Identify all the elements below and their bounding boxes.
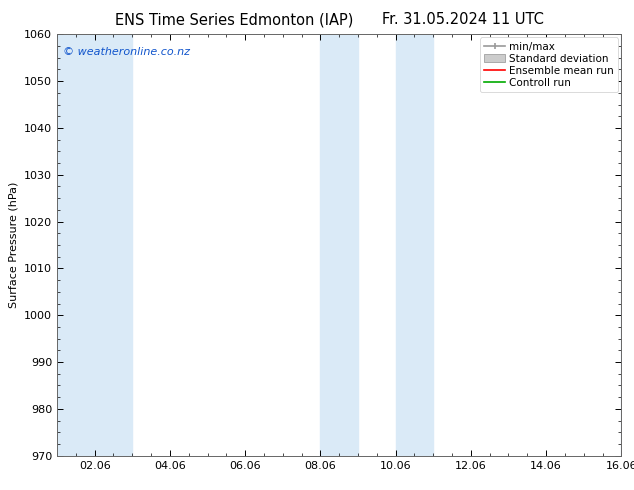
Text: ENS Time Series Edmonton (IAP): ENS Time Series Edmonton (IAP): [115, 12, 354, 27]
Text: © weatheronline.co.nz: © weatheronline.co.nz: [63, 47, 190, 57]
Bar: [396, 34, 433, 456]
Bar: [57, 34, 133, 456]
Bar: [320, 34, 358, 456]
Y-axis label: Surface Pressure (hPa): Surface Pressure (hPa): [8, 182, 18, 308]
Text: Fr. 31.05.2024 11 UTC: Fr. 31.05.2024 11 UTC: [382, 12, 544, 27]
Bar: [621, 34, 634, 456]
Legend: min/max, Standard deviation, Ensemble mean run, Controll run: min/max, Standard deviation, Ensemble me…: [480, 37, 618, 92]
